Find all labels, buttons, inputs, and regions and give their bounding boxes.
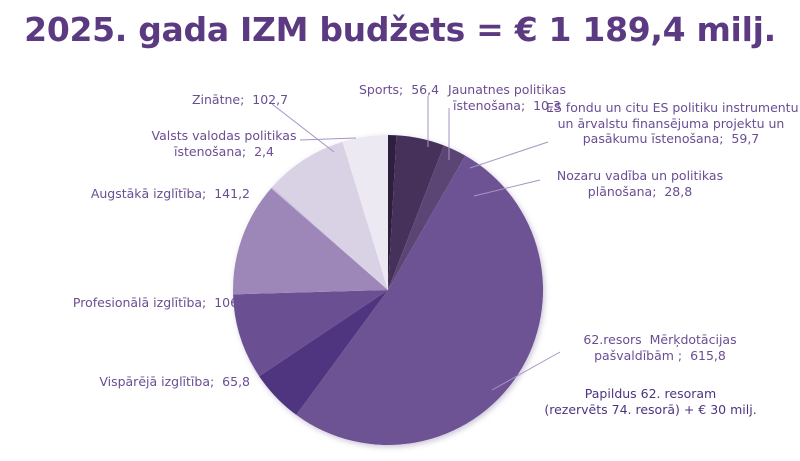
- pie-slice[interactable]: [271, 186, 388, 290]
- pie-slice[interactable]: [232, 188, 388, 295]
- leader-line-valsts-valodas: [299, 137, 357, 141]
- leader-line-merkdotacijas: [491, 351, 561, 391]
- leader-line-es-fondu: [469, 141, 549, 169]
- label-jaunatnes: Jaunatnes politikas īstenošana; 10,3: [448, 82, 566, 113]
- label-sports: Sports; 56,4: [358, 82, 440, 97]
- label-merkdotacijas: 62.resors Mērķdotācijas pašvaldībām ; 61…: [583, 332, 737, 363]
- pie-slice[interactable]: [296, 155, 544, 446]
- note-papildus: Papildus 62. resoram (rezervēts 74. reso…: [544, 386, 757, 418]
- label-profesionala: Profesionālā izglītība; 106,3: [72, 295, 250, 310]
- pie-slice[interactable]: [259, 290, 388, 415]
- label-es-fondu: ES fondu un citu ES politiku instrumentu…: [546, 100, 799, 147]
- page-title: 2025. gada IZM budžets = € 1 189,4 milj.: [24, 10, 776, 49]
- pie-slice[interactable]: [388, 145, 466, 290]
- leader-line-zinatne: [271, 103, 335, 153]
- pie-slices: [232, 135, 544, 446]
- pie-slice[interactable]: [388, 135, 397, 290]
- leader-line-nozaru: [473, 179, 541, 197]
- label-augstaka: Augstākā izglītība; 141,2: [90, 186, 250, 201]
- pie-slice[interactable]: [233, 290, 388, 377]
- leader-lines: [271, 96, 561, 391]
- pie-slice[interactable]: [272, 141, 388, 290]
- pie-slice[interactable]: [342, 135, 389, 290]
- label-zinatne: Zinātne; 102,7: [191, 92, 289, 107]
- label-nozaru-vadiba: Nozaru vadība un politikas plānošana; 28…: [556, 168, 724, 199]
- pie-slice[interactable]: [388, 135, 445, 290]
- label-vispareja: Vispārējā izglītība; 65,8: [99, 374, 250, 389]
- label-valsts-valodas: Valsts valodas politikas īstenošana; 2,4: [151, 128, 297, 159]
